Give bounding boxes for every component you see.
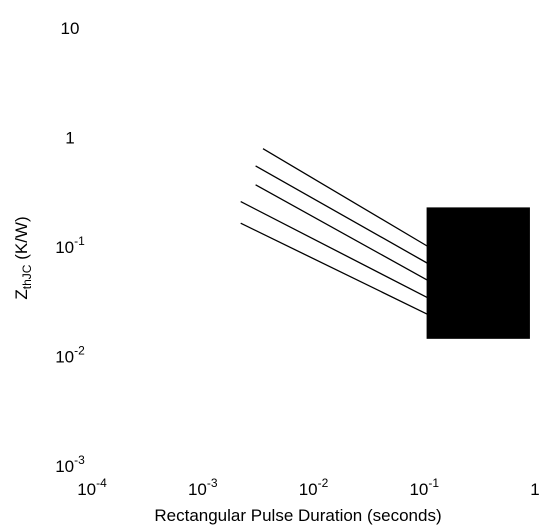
x-tick-base: 1	[530, 480, 539, 499]
series-line-5	[240, 222, 430, 316]
x-tick-base: 10	[77, 480, 96, 499]
x-tick-base: 10	[299, 480, 318, 499]
y-tick-label: 10	[61, 19, 80, 38]
y-tick-exponent: -2	[74, 344, 85, 358]
x-axis-label: Rectangular Pulse Duration (seconds)	[154, 506, 441, 525]
x-tick-exponent: -4	[96, 476, 107, 490]
y-tick-base: 10	[61, 19, 80, 38]
y-tick-base: 10	[55, 238, 74, 257]
y-axis-label-sub: thJC	[20, 264, 34, 289]
series-line-4	[240, 201, 430, 299]
x-tick-label: 10-2	[299, 476, 329, 499]
plot-area	[240, 148, 530, 339]
x-tick-label: 1	[530, 480, 539, 499]
x-tick-base: 10	[188, 480, 207, 499]
y-tick-base: 10	[55, 348, 74, 367]
y-tick-label: 10-3	[55, 453, 85, 476]
x-tick-exponent: -2	[318, 476, 329, 490]
x-tick-exponent: -3	[207, 476, 218, 490]
x-tick-label: 10-3	[188, 476, 218, 499]
y-tick-base: 10	[55, 457, 74, 476]
y-axis-label: ZthJC (K/W)	[12, 216, 34, 299]
y-tick-label: 1	[65, 129, 74, 148]
series-line-3	[255, 184, 430, 282]
x-tick-exponent: -1	[428, 476, 439, 490]
filled-region	[426, 207, 530, 339]
y-tick-label: 10-2	[55, 344, 85, 367]
y-tick-label: 10-1	[55, 234, 85, 257]
y-axis-label-main: Z	[12, 289, 31, 299]
series-line-2	[255, 165, 430, 265]
x-tick-base: 10	[409, 480, 428, 499]
x-tick-labels: 10-4 10-3 10-2 10-1 1	[77, 476, 540, 499]
y-tick-base: 1	[65, 129, 74, 148]
y-tick-exponent: -1	[74, 234, 85, 248]
y-tick-exponent: -3	[74, 453, 85, 467]
series-line-1	[262, 148, 430, 248]
x-tick-label: 10-4	[77, 476, 107, 499]
y-axis-label-unit: (K/W)	[12, 216, 31, 264]
x-tick-label: 10-1	[409, 476, 439, 499]
